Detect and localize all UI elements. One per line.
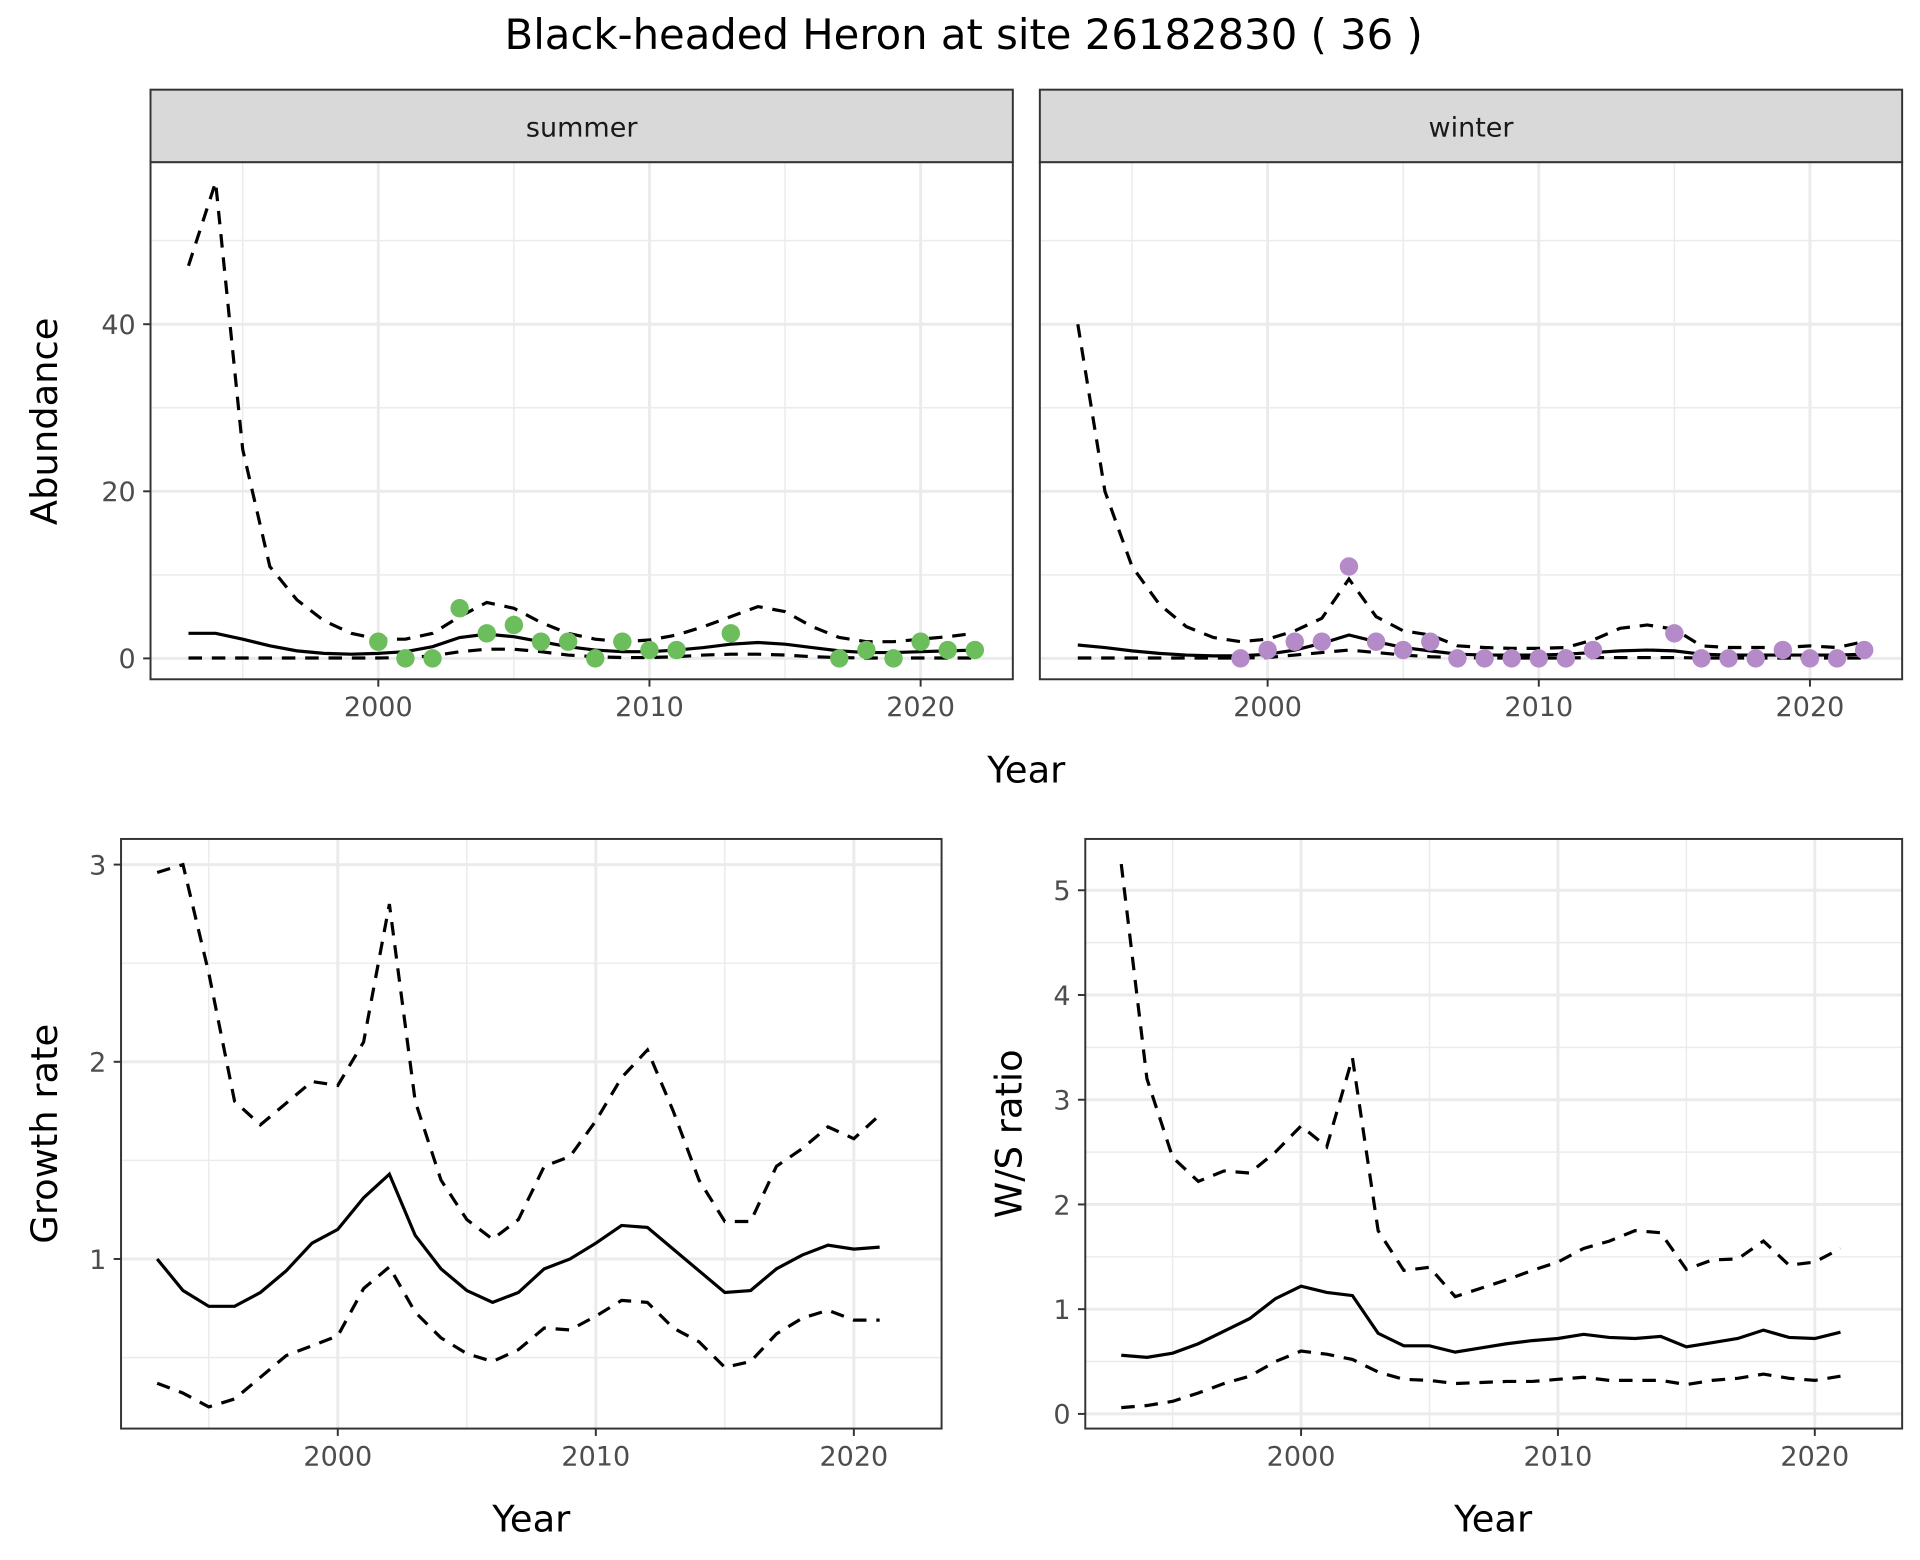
data-point (1556, 649, 1576, 668)
data-point (1366, 632, 1386, 651)
data-point (1258, 640, 1277, 660)
facet-strip (149, 88, 1014, 164)
y-axis-title: Growth rate (23, 1024, 66, 1244)
y-tick-label: 5 (1053, 876, 1070, 907)
x-axis-title: Year (986, 748, 1066, 791)
dashed-line (156, 1264, 880, 1409)
data-point (667, 640, 686, 660)
data-point (1231, 649, 1250, 668)
data-point (1692, 649, 1711, 668)
panel-background (150, 162, 1013, 680)
y-axis-title: Abundance (23, 318, 66, 526)
data-point (1312, 632, 1332, 651)
solid-line (155, 1171, 880, 1308)
data-point (884, 649, 903, 668)
x-tick-label: 2020 (1780, 1441, 1849, 1472)
facet-strip (1038, 88, 1904, 164)
data-point (423, 649, 442, 668)
panel-ws-ratio: 2000 2010 2020 0 1 2 3 4 5 (1053, 837, 1904, 1472)
y-tick-label: 2 (1053, 1190, 1070, 1221)
data-point (1502, 649, 1521, 668)
y-tick-label: 3 (89, 850, 106, 881)
y-tick-label: 40 (101, 310, 135, 341)
data-point (504, 615, 524, 635)
data-point (1827, 649, 1847, 668)
data-point (396, 649, 415, 668)
x-tick-label: 2020 (819, 1441, 888, 1472)
x-tick-label: 2010 (615, 692, 684, 723)
data-point (450, 599, 469, 618)
data-point (1583, 640, 1603, 660)
dashed-line (1121, 1349, 1841, 1410)
dashed-line (1076, 323, 1865, 650)
panel-summer: 2000 2010 2020 0 20 40 summer (101, 88, 1014, 723)
y-axis-title: W/S ratio (987, 1049, 1030, 1218)
y-tick-label: 2 (89, 1048, 106, 1079)
panel-background (121, 838, 942, 1429)
figure-title: Black-headed Heron at site 26182830 ( 36… (505, 10, 1423, 59)
x-tick-label: 2000 (1233, 692, 1302, 723)
x-axis-title: Year (1453, 1498, 1533, 1541)
x-tick-label: 2020 (886, 692, 955, 723)
data-point (613, 632, 632, 651)
data-point (1339, 557, 1359, 576)
y-tick-label: 3 (1053, 1086, 1070, 1117)
y-tick-label: 1 (1053, 1295, 1070, 1326)
x-axis-title: Year (491, 1498, 571, 1541)
data-point (1393, 640, 1413, 660)
panel-border (120, 837, 943, 1430)
panel-winter: 2000 2010 2020 winter (1038, 88, 1904, 723)
y-tick-label: 0 (1053, 1400, 1070, 1431)
panel-growth-rate: 2000 2010 2020 1 2 3 (89, 837, 943, 1472)
data-point (1529, 649, 1548, 668)
data-point (938, 640, 957, 660)
dashed-line (1119, 863, 1842, 1299)
y-tick-label: 4 (1053, 981, 1070, 1012)
x-tick-label: 2000 (344, 692, 413, 723)
dashed-line (186, 181, 976, 644)
data-point (1448, 649, 1467, 668)
data-point (1665, 624, 1684, 643)
x-tick-label: 2000 (303, 1441, 372, 1472)
data-point (965, 640, 985, 660)
data-point (369, 632, 388, 651)
data-point (586, 649, 605, 668)
data-point (857, 640, 876, 660)
panel-background (1039, 162, 1903, 680)
data-point (911, 632, 930, 651)
data-point (1746, 649, 1765, 668)
panel-border (1084, 837, 1904, 1430)
data-point (1854, 640, 1874, 660)
dashed-line (156, 862, 881, 1242)
x-tick-label: 2010 (561, 1441, 630, 1472)
facet-strip-label: summer (526, 112, 638, 143)
data-point (1719, 649, 1738, 668)
data-point (1285, 632, 1304, 651)
x-tick-label: 2010 (1504, 692, 1573, 723)
data-point (1421, 632, 1440, 651)
y-tick-label: 1 (89, 1245, 106, 1276)
data-point (721, 624, 741, 643)
data-point (830, 649, 849, 668)
data-point (1800, 649, 1820, 668)
facet-strip-label: winter (1428, 112, 1514, 143)
y-tick-label: 0 (119, 644, 136, 675)
data-point (558, 632, 578, 651)
data-point (477, 624, 496, 643)
data-point (1773, 640, 1793, 660)
data-point (1475, 649, 1494, 668)
data-point (640, 640, 659, 660)
x-tick-label: 2000 (1267, 1441, 1336, 1472)
x-tick-label: 2020 (1776, 692, 1845, 723)
data-point (531, 632, 551, 651)
x-tick-label: 2010 (1524, 1441, 1593, 1472)
y-tick-label: 20 (101, 477, 135, 508)
solid-line (1121, 1284, 1841, 1359)
